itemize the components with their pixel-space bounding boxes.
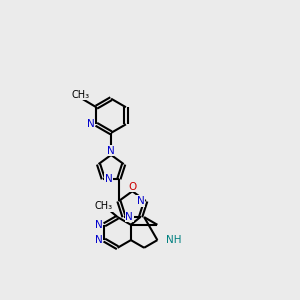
Text: N: N: [95, 235, 103, 245]
Text: N: N: [95, 220, 103, 230]
Text: CH₃: CH₃: [95, 201, 113, 211]
Text: N: N: [87, 119, 95, 129]
Text: CH₃: CH₃: [72, 90, 90, 100]
Text: N: N: [125, 212, 133, 222]
Text: N: N: [105, 174, 112, 184]
Text: N: N: [107, 146, 115, 155]
Text: NH: NH: [166, 235, 181, 245]
Text: N: N: [136, 196, 144, 206]
Text: O: O: [128, 182, 136, 191]
